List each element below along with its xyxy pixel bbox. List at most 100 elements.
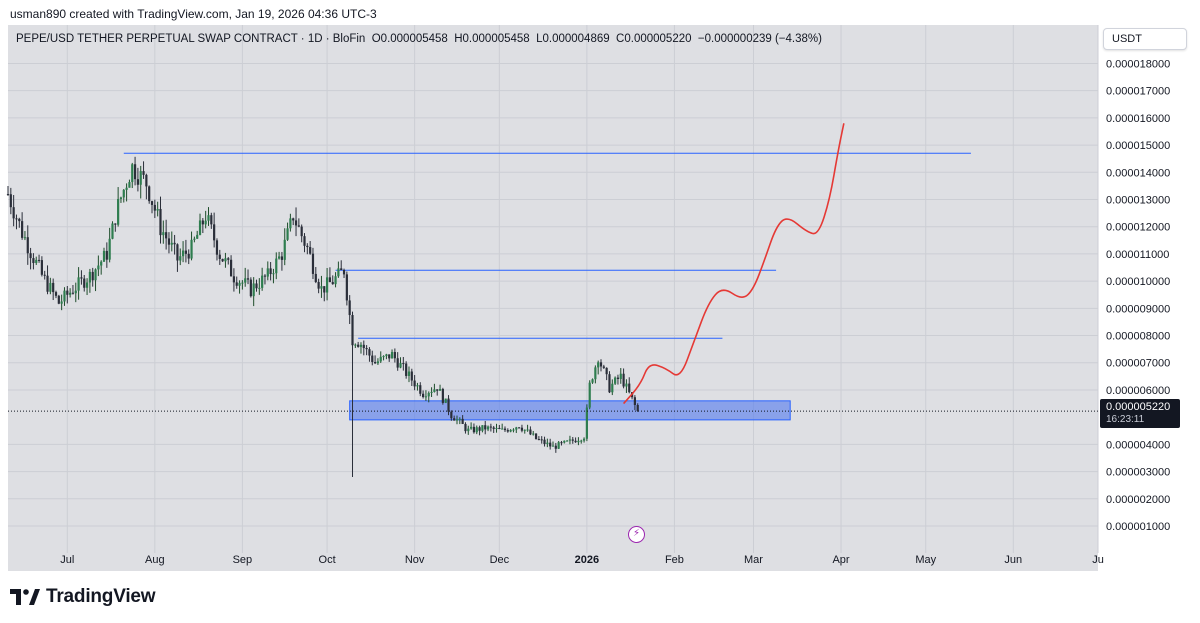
- candle-body: [153, 204, 156, 211]
- candle-body: [351, 315, 354, 346]
- candle-body: [509, 429, 512, 432]
- candle-body: [94, 269, 97, 281]
- candle-body: [221, 258, 224, 262]
- candle-body: [495, 427, 498, 429]
- candle-body: [588, 382, 591, 408]
- candle-body: [554, 445, 557, 449]
- candle-body: [85, 282, 89, 288]
- candle-body: [35, 259, 38, 264]
- candle-body: [599, 362, 603, 367]
- candle-body: [464, 423, 467, 432]
- last-price-value: 0.000005220: [1106, 401, 1171, 413]
- candle-body: [181, 250, 185, 257]
- candle-body: [503, 428, 507, 431]
- candle-body: [12, 207, 15, 219]
- candle-body: [280, 256, 284, 260]
- candle-body: [26, 237, 29, 254]
- tradingview-logo[interactable]: TradingView: [10, 586, 156, 608]
- candle-body: [472, 426, 476, 433]
- candle-body: [382, 356, 385, 358]
- candle-body: [15, 218, 18, 220]
- candle-body: [597, 362, 600, 368]
- currency-button[interactable]: USDT: [1103, 28, 1187, 50]
- high-value: H0.000005458: [454, 33, 530, 45]
- attribution-text: usman890 created with TradingView.com, J…: [10, 7, 377, 21]
- chart-pane[interactable]: [8, 25, 1098, 571]
- candle-body: [300, 226, 303, 237]
- candle-body: [238, 282, 241, 286]
- candle-body: [71, 292, 75, 294]
- x-tick-label: May: [915, 554, 936, 566]
- candle-body: [594, 367, 597, 380]
- candle-body: [139, 171, 142, 185]
- candle-body: [540, 439, 543, 441]
- candle-body: [379, 356, 382, 362]
- candle-body: [585, 407, 588, 439]
- candle-body: [438, 389, 442, 391]
- candle-body: [29, 253, 32, 259]
- candle-body: [551, 445, 555, 447]
- open-value: O0.000005458: [371, 33, 448, 45]
- symbol-name: PEPE/USD TETHER PERPETUAL SWAP CONTRACT …: [16, 33, 366, 45]
- candle-body: [159, 208, 162, 236]
- candle-body: [269, 268, 272, 275]
- candle-body: [232, 276, 236, 283]
- candle-body: [162, 232, 165, 236]
- candle-body: [54, 292, 58, 296]
- candle-body: [385, 354, 388, 357]
- x-tick-label: Aug: [145, 554, 165, 566]
- candle-body: [436, 389, 439, 391]
- candle-body: [636, 404, 639, 411]
- y-tick-label: 0.000006000: [1106, 385, 1170, 397]
- candle-body: [337, 268, 340, 277]
- candle-body: [371, 355, 374, 363]
- candle-body: [190, 239, 193, 259]
- candle-body: [608, 374, 611, 393]
- tradingview-mark-icon: [10, 589, 40, 605]
- support-zone: [349, 400, 791, 421]
- candle-body: [376, 361, 380, 364]
- candle-body: [354, 344, 357, 346]
- candle-body: [294, 220, 298, 226]
- candle-body: [489, 426, 492, 428]
- candle-body: [229, 259, 233, 277]
- price-axis[interactable]: [1098, 25, 1200, 571]
- candle-body: [410, 371, 413, 381]
- candle-body: [133, 164, 137, 180]
- candle-body: [286, 228, 289, 240]
- candle-body: [176, 244, 179, 261]
- candle-body: [100, 261, 103, 266]
- lightning-icon[interactable]: ⚡: [628, 526, 645, 543]
- x-tick-label: Feb: [665, 554, 684, 566]
- candle-body: [102, 250, 106, 262]
- candle-body: [518, 427, 521, 429]
- candle-body: [407, 371, 411, 376]
- x-tick-label: Oct: [319, 554, 336, 566]
- candle-body: [422, 393, 425, 398]
- y-tick-label: 0.000014000: [1106, 167, 1170, 179]
- candle-body: [105, 250, 108, 260]
- candle-body: [204, 220, 207, 225]
- candle-body: [246, 278, 250, 280]
- candle-body: [275, 258, 278, 274]
- x-tick-label: Dec: [490, 554, 510, 566]
- candle-body: [441, 389, 444, 403]
- candle-body: [461, 418, 464, 424]
- candle-body: [484, 425, 487, 430]
- candle-body: [498, 427, 501, 429]
- candle-body: [534, 433, 538, 440]
- candle-body: [184, 250, 188, 254]
- candle-body: [633, 397, 636, 405]
- candle-body: [46, 275, 49, 292]
- candle-body: [303, 236, 306, 246]
- candle-body: [413, 380, 416, 387]
- candle-body: [224, 258, 227, 262]
- candle-body: [311, 253, 315, 274]
- candle-body: [467, 428, 470, 432]
- y-tick-label: 0.000011000: [1106, 249, 1169, 261]
- candle-body: [136, 179, 139, 185]
- y-tick-label: 0.000018000: [1106, 58, 1170, 70]
- y-tick-label: 0.000008000: [1106, 331, 1170, 343]
- candle-body: [580, 440, 583, 442]
- x-tick-label: Sep: [233, 554, 253, 566]
